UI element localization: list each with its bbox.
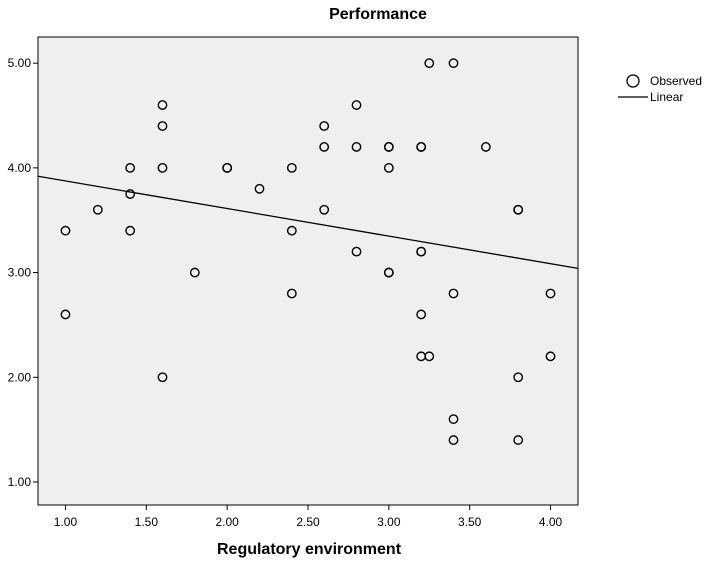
- x-tick-label: 2.50: [296, 515, 320, 529]
- x-tick-label: 3.50: [458, 515, 482, 529]
- x-axis: 1.00 1.50 2.00 2.50 3.00 3.50 4.00: [54, 505, 563, 529]
- data-point: [424, 58, 435, 69]
- data-point: [286, 225, 297, 236]
- data-point: [351, 100, 362, 110]
- data-point: [448, 414, 459, 425]
- data-point: [448, 288, 459, 299]
- data-point: [513, 204, 524, 215]
- data-point: [383, 162, 394, 173]
- x-tick-label: 1.00: [54, 515, 78, 529]
- x-tick-label: 2.00: [215, 515, 239, 529]
- data-point: [60, 309, 71, 320]
- data-point: [254, 183, 265, 194]
- data-point: [286, 162, 297, 173]
- y-tick-label: 4.00: [8, 161, 32, 175]
- legend: Observed Linear: [618, 74, 702, 104]
- y-tick-label: 1.00: [8, 475, 32, 489]
- y-tick-label: 2.00: [8, 370, 32, 384]
- linear-fit-line: [38, 175, 578, 270]
- data-point: [416, 246, 427, 257]
- data-point: [383, 142, 394, 152]
- data-point: [448, 58, 459, 69]
- x-tick-label: 4.00: [539, 515, 563, 529]
- data-point: [319, 204, 330, 215]
- plot-area: [37, 36, 579, 506]
- data-point: [545, 288, 556, 299]
- fit-line-layer: [38, 175, 578, 270]
- data-point: [92, 204, 103, 215]
- data-point: [125, 225, 136, 236]
- data-point: [513, 372, 524, 383]
- legend-linear-label: Linear: [650, 90, 683, 104]
- data-point: [157, 162, 168, 173]
- data-point: [545, 351, 556, 362]
- chart-title: Performance: [329, 6, 427, 23]
- y-tick-label: 3.00: [8, 266, 32, 280]
- data-point: [60, 225, 71, 236]
- data-point: [157, 100, 168, 110]
- x-tick-label: 3.00: [377, 515, 401, 529]
- data-point: [125, 189, 136, 199]
- data-point: [351, 142, 362, 152]
- data-point: [448, 435, 459, 445]
- legend-observed-label: Observed: [650, 74, 702, 88]
- data-point: [319, 121, 330, 131]
- data-point: [513, 435, 524, 445]
- y-tick-label: 5.00: [8, 56, 32, 70]
- legend-observed-marker: [626, 74, 640, 88]
- data-point: [286, 288, 297, 299]
- data-point: [157, 372, 168, 383]
- data-point: [351, 246, 362, 257]
- data-point: [222, 162, 233, 173]
- x-axis-label: Regulatory environment: [217, 541, 402, 558]
- data-point: [125, 162, 136, 173]
- data-point: [319, 142, 330, 152]
- data-point: [416, 309, 427, 320]
- data-point: [189, 267, 200, 278]
- data-point: [480, 142, 491, 152]
- y-axis: 1.00 2.00 3.00 4.00 5.00: [8, 56, 38, 489]
- data-points-layer: [60, 58, 556, 445]
- data-point: [157, 121, 168, 131]
- data-point: [424, 351, 435, 362]
- data-point: [383, 267, 394, 278]
- data-point: [416, 142, 427, 152]
- x-tick-label: 1.50: [135, 515, 159, 529]
